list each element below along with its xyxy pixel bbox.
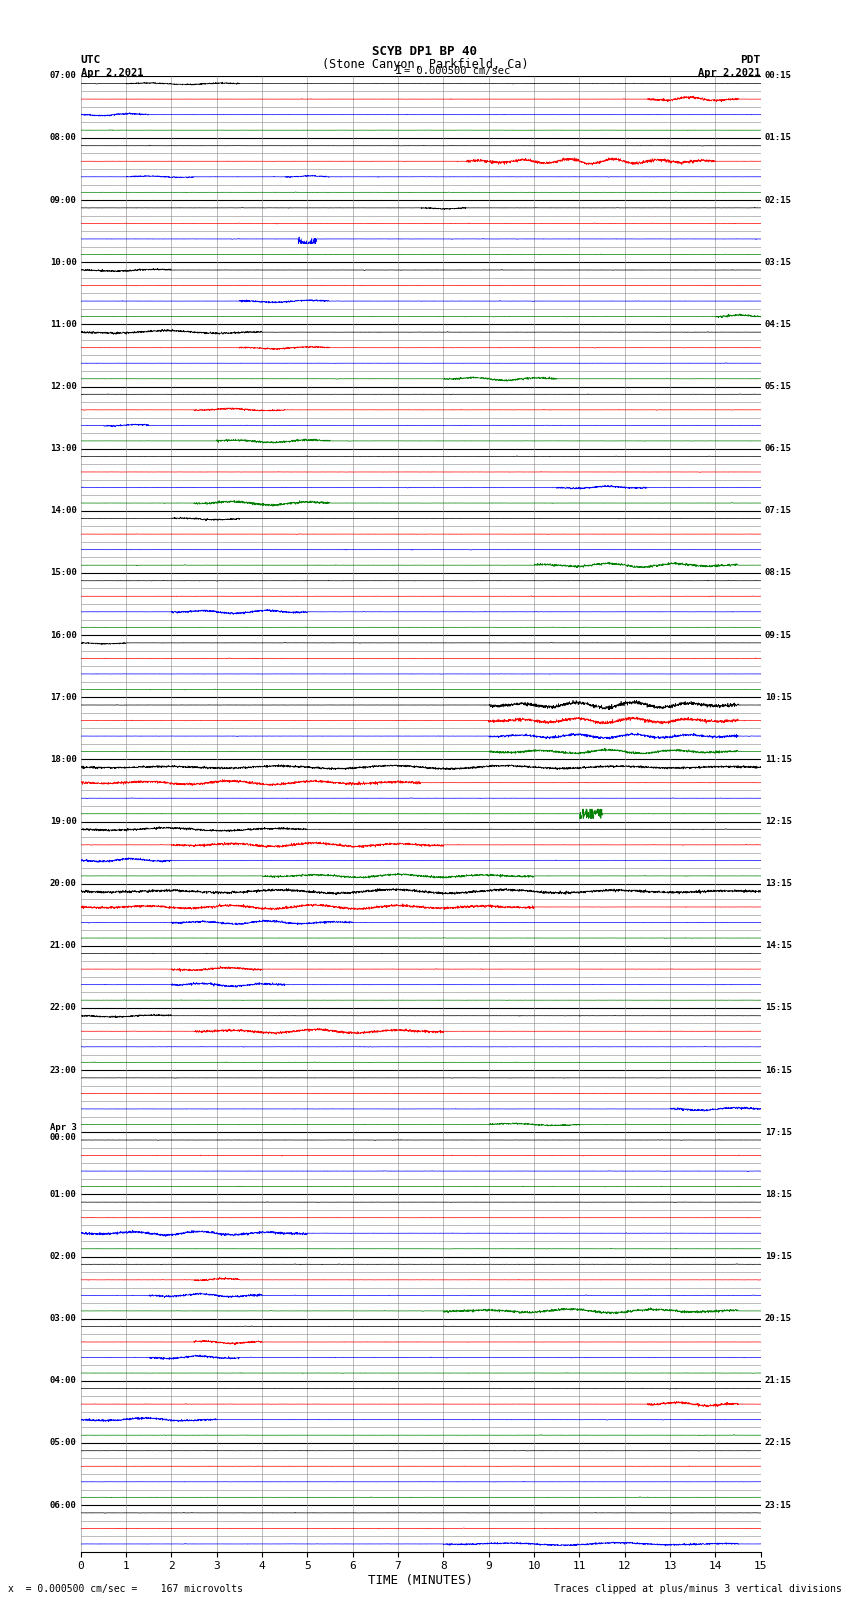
Text: 04:00: 04:00	[50, 1376, 76, 1386]
Text: 23:15: 23:15	[765, 1500, 791, 1510]
Text: 02:15: 02:15	[765, 195, 791, 205]
Text: 09:15: 09:15	[765, 631, 791, 640]
Text: UTC: UTC	[81, 55, 101, 65]
Text: 05:15: 05:15	[765, 382, 791, 390]
Text: 19:00: 19:00	[50, 818, 76, 826]
Text: (Stone Canyon, Parkfield, Ca): (Stone Canyon, Parkfield, Ca)	[321, 58, 529, 71]
Text: 06:00: 06:00	[50, 1500, 76, 1510]
Text: 08:15: 08:15	[765, 568, 791, 577]
Text: Apr 2,2021: Apr 2,2021	[698, 68, 761, 77]
Text: 03:15: 03:15	[765, 258, 791, 266]
Text: 04:15: 04:15	[765, 319, 791, 329]
Text: 10:00: 10:00	[50, 258, 76, 266]
Text: 14:15: 14:15	[765, 942, 791, 950]
Text: 21:00: 21:00	[50, 942, 76, 950]
Text: PDT: PDT	[740, 55, 761, 65]
Text: 10:15: 10:15	[765, 692, 791, 702]
Text: 19:15: 19:15	[765, 1252, 791, 1261]
Text: 07:00: 07:00	[50, 71, 76, 81]
Text: Apr 2,2021: Apr 2,2021	[81, 68, 144, 77]
Text: 13:00: 13:00	[50, 444, 76, 453]
Text: 12:15: 12:15	[765, 818, 791, 826]
Text: 21:15: 21:15	[765, 1376, 791, 1386]
Text: 18:15: 18:15	[765, 1190, 791, 1198]
Text: 20:15: 20:15	[765, 1315, 791, 1323]
Text: 15:15: 15:15	[765, 1003, 791, 1013]
Text: 11:00: 11:00	[50, 319, 76, 329]
Text: 09:00: 09:00	[50, 195, 76, 205]
Text: 16:15: 16:15	[765, 1066, 791, 1074]
Text: 15:00: 15:00	[50, 568, 76, 577]
Text: = 0.000500 cm/sec: = 0.000500 cm/sec	[404, 66, 510, 76]
Text: 06:15: 06:15	[765, 444, 791, 453]
Text: 13:15: 13:15	[765, 879, 791, 889]
Text: I: I	[395, 65, 402, 77]
Text: 23:00: 23:00	[50, 1066, 76, 1074]
Text: SCYB DP1 BP 40: SCYB DP1 BP 40	[372, 45, 478, 58]
Text: Apr 3
00:00: Apr 3 00:00	[50, 1123, 76, 1142]
Text: 22:15: 22:15	[765, 1439, 791, 1447]
Text: 16:00: 16:00	[50, 631, 76, 640]
Text: 08:00: 08:00	[50, 134, 76, 142]
Text: 03:00: 03:00	[50, 1315, 76, 1323]
Text: 17:00: 17:00	[50, 692, 76, 702]
Text: 00:15: 00:15	[765, 71, 791, 81]
Text: x  = 0.000500 cm/sec =    167 microvolts: x = 0.000500 cm/sec = 167 microvolts	[8, 1584, 243, 1594]
Text: 18:00: 18:00	[50, 755, 76, 765]
X-axis label: TIME (MINUTES): TIME (MINUTES)	[368, 1574, 473, 1587]
Text: 01:00: 01:00	[50, 1190, 76, 1198]
Text: 22:00: 22:00	[50, 1003, 76, 1013]
Text: 05:00: 05:00	[50, 1439, 76, 1447]
Text: 14:00: 14:00	[50, 506, 76, 515]
Text: Traces clipped at plus/minus 3 vertical divisions: Traces clipped at plus/minus 3 vertical …	[553, 1584, 842, 1594]
Text: 07:15: 07:15	[765, 506, 791, 515]
Text: 20:00: 20:00	[50, 879, 76, 889]
Text: 17:15: 17:15	[765, 1127, 791, 1137]
Text: 11:15: 11:15	[765, 755, 791, 765]
Text: 01:15: 01:15	[765, 134, 791, 142]
Text: 12:00: 12:00	[50, 382, 76, 390]
Text: 02:00: 02:00	[50, 1252, 76, 1261]
